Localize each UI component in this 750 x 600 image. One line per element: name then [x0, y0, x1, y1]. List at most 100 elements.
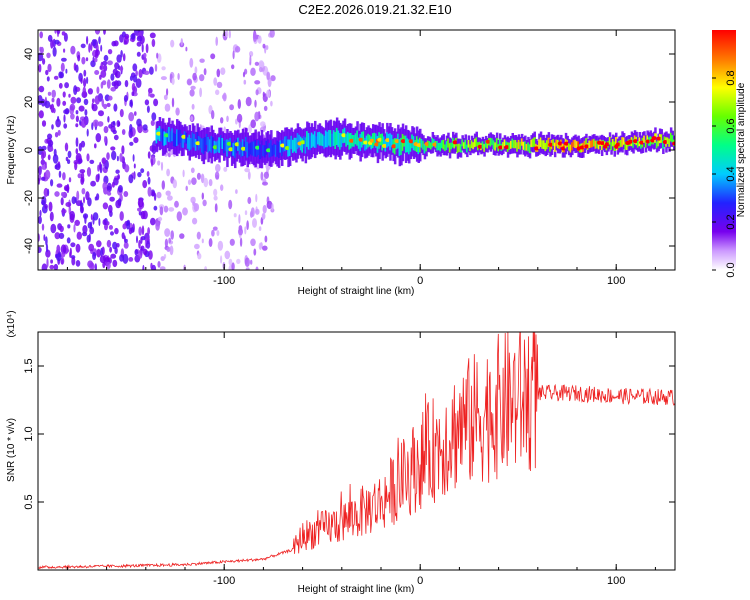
spectrogram-ridge-core [219, 135, 223, 148]
spectrogram-noise-cell [142, 124, 148, 131]
spectrogram-ridge-core [470, 140, 474, 148]
spectrogram-noise-cell [267, 77, 272, 88]
spectrogram-noise-cell [70, 242, 76, 248]
spectrogram-hot-spot [452, 140, 458, 145]
spectrogram-noise-cell [41, 200, 46, 206]
spectrogram-image [38, 30, 675, 270]
spectrogram-ridge-core [486, 142, 489, 149]
spectrogram-noise-cell [92, 212, 99, 221]
spectrogram-noise-cell [166, 88, 169, 96]
spectrogram-noise-cell [80, 202, 84, 207]
spectrogram-noise-cell [164, 238, 168, 248]
spectrogram-noise-cell [254, 111, 260, 122]
colorbar-tick-label: 0.2 [725, 214, 737, 229]
spectrogram-noise-cell [107, 49, 113, 55]
spectrogram-ridge-core [577, 141, 580, 152]
spectrogram-ridge-core [171, 128, 174, 142]
spectrogram-noise-cell [113, 134, 119, 141]
spectrogram-ridge-core [359, 134, 362, 152]
spectrogram-noise-cell [88, 233, 91, 243]
spectrogram-noise-cell [157, 160, 161, 166]
spectrogram-y-tick-label: -40 [23, 238, 35, 254]
spectrogram-ridge-core [218, 137, 221, 153]
spectrogram-noise-cell [83, 196, 85, 204]
spectrogram-noise-cell [46, 52, 51, 59]
spectrogram-noise-cell [134, 111, 137, 116]
spectrogram-noise-cell [254, 80, 261, 85]
spectrogram-ridge-core [389, 133, 392, 151]
spectrogram-ridge-core [530, 139, 533, 148]
spectrogram-hot-spot [534, 146, 540, 151]
spectrogram-noise-cell [77, 54, 81, 62]
spectrogram-ridge-core [337, 130, 340, 147]
spectrogram-noise-cell [56, 253, 62, 262]
spectrogram-noise-cell [57, 115, 60, 122]
spectrogram-ridge-core [531, 138, 535, 148]
spectrogram-noise-cell [212, 226, 218, 231]
colorbar-tick-label: 0.6 [725, 118, 737, 133]
spectrogram-noise-cell [203, 68, 207, 76]
spectrogram-noise-cell [235, 189, 238, 194]
spectrogram-noise-cell [246, 220, 249, 231]
colorbar-ticks: 0.0 0.2 0.4 0.6 0.8 [712, 70, 737, 278]
spectrogram-ridge-core [547, 137, 551, 147]
spectrogram-ridge-core [328, 130, 331, 146]
spectrogram-ridge-core [301, 138, 304, 153]
snr-x-label: Height of straight line (km) [298, 584, 415, 595]
spectrogram-noise-cell [147, 186, 152, 197]
spectrogram-noise-cell [122, 223, 127, 230]
spectrogram-noise-cell [63, 123, 68, 129]
spectrogram-ridge-core [381, 133, 384, 151]
spectrogram-noise-cell [115, 169, 120, 174]
spectrogram-ridge-core [552, 139, 555, 146]
spectrogram-noise-cell [193, 203, 200, 212]
spectrogram-noise-cell [263, 105, 268, 111]
spectrogram-noise-cell [141, 43, 144, 53]
spectrogram-noise-cell [45, 236, 48, 246]
spectrogram-ridge-core [428, 141, 431, 149]
spectrogram-ridge-core [168, 127, 171, 143]
spectrogram-noise-cell [47, 91, 52, 96]
spectrogram-noise-cell [60, 192, 65, 197]
spectrogram-ridge-core [492, 140, 496, 150]
spectrogram-y-tick-label: 40 [23, 48, 35, 60]
spectrogram-x-label: Height of straight line (km) [298, 286, 415, 297]
spectrogram-noise-cell [47, 34, 53, 42]
spectrogram-noise-cell [38, 85, 45, 93]
spectrogram-noise-cell [199, 74, 205, 82]
spectrogram-ridge-core [517, 139, 521, 149]
spectrogram-noise-cell [103, 30, 106, 35]
spectrogram-hot-spot [579, 145, 585, 150]
spectrogram-hot-spot [645, 139, 651, 144]
spectrogram-hot-spot [349, 138, 355, 143]
spectrogram-ridge-core [212, 137, 215, 150]
spectrogram-ridge-core [514, 140, 518, 149]
spectrogram-ridge-core [513, 140, 516, 149]
spectrogram-noise-cell [169, 245, 174, 256]
spectrogram-noise-cell [215, 36, 218, 46]
spectrogram-noise-cell [94, 95, 101, 105]
spectrogram-ridge-core [666, 137, 670, 144]
spectrogram-noise-cell [95, 133, 102, 143]
spectrogram-noise-cell [70, 96, 77, 104]
spectrogram-ridge-core [423, 144, 427, 154]
spectrogram-ridge-core [420, 139, 424, 148]
spectrogram-noise-cell [129, 124, 133, 133]
spectrogram-ridge-core [668, 138, 671, 147]
spectrogram-noise-cell [106, 79, 111, 89]
spectrogram-noise-cell [117, 174, 120, 180]
spectrogram-noise-cell [102, 181, 108, 191]
spectrogram-noise-cell [136, 235, 138, 244]
spectrogram-noise-cell [107, 60, 113, 66]
spectrogram-ridge-core [270, 140, 273, 157]
spectrogram-noise-cell [130, 33, 136, 40]
spectrogram-noise-cell [62, 172, 66, 181]
spectrogram-noise-cell [260, 217, 264, 225]
spectrogram-noise-cell [75, 123, 79, 128]
spectrogram-noise-cell [103, 103, 108, 110]
spectrogram-noise-cell [57, 129, 61, 136]
spectrogram-noise-cell [259, 61, 265, 68]
spectrogram-noise-cell [100, 70, 107, 78]
spectrogram-ridge-core [624, 141, 627, 150]
spectrogram-noise-cell [213, 77, 218, 86]
